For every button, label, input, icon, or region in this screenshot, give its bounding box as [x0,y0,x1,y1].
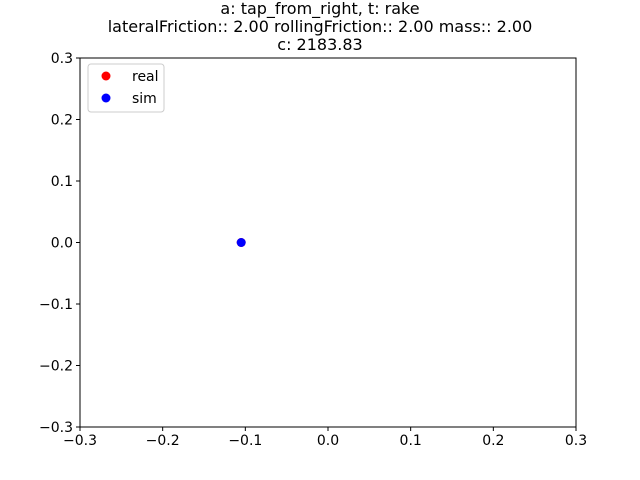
legend-label-sim: sim [132,91,157,107]
legend-marker-real [101,71,111,81]
y-tick-label: −0.3 [39,420,73,436]
legend-marker-sim [101,93,111,103]
legend-label-real: real [132,69,159,85]
x-tick-label: −0.1 [228,433,262,449]
x-tick-label: −0.3 [63,433,97,449]
x-tick-label: 0.2 [482,433,504,449]
y-tick-label: −0.1 [39,297,73,313]
x-tick-label: 0.1 [400,433,422,449]
y-tick-label: 0.3 [51,51,73,67]
chart-title-line-1: a: tap_from_right, t: rake [220,0,420,18]
axes-frame [79,57,577,428]
x-tick-label: 0.0 [317,433,339,449]
scatter-point-sim [236,238,246,247]
x-tick-label: −0.2 [146,433,180,449]
y-tick-label: 0.0 [51,236,73,252]
y-tick-label: 0.2 [51,113,73,129]
y-tick-label: 0.1 [51,174,73,190]
chart-title-line-2: lateralFriction:: 2.00 rollingFriction::… [107,17,533,36]
y-tick-label: −0.2 [39,359,73,375]
x-tick-label: 0.3 [565,433,587,449]
chart-title-line-3: c: 2183.83 [277,35,363,54]
